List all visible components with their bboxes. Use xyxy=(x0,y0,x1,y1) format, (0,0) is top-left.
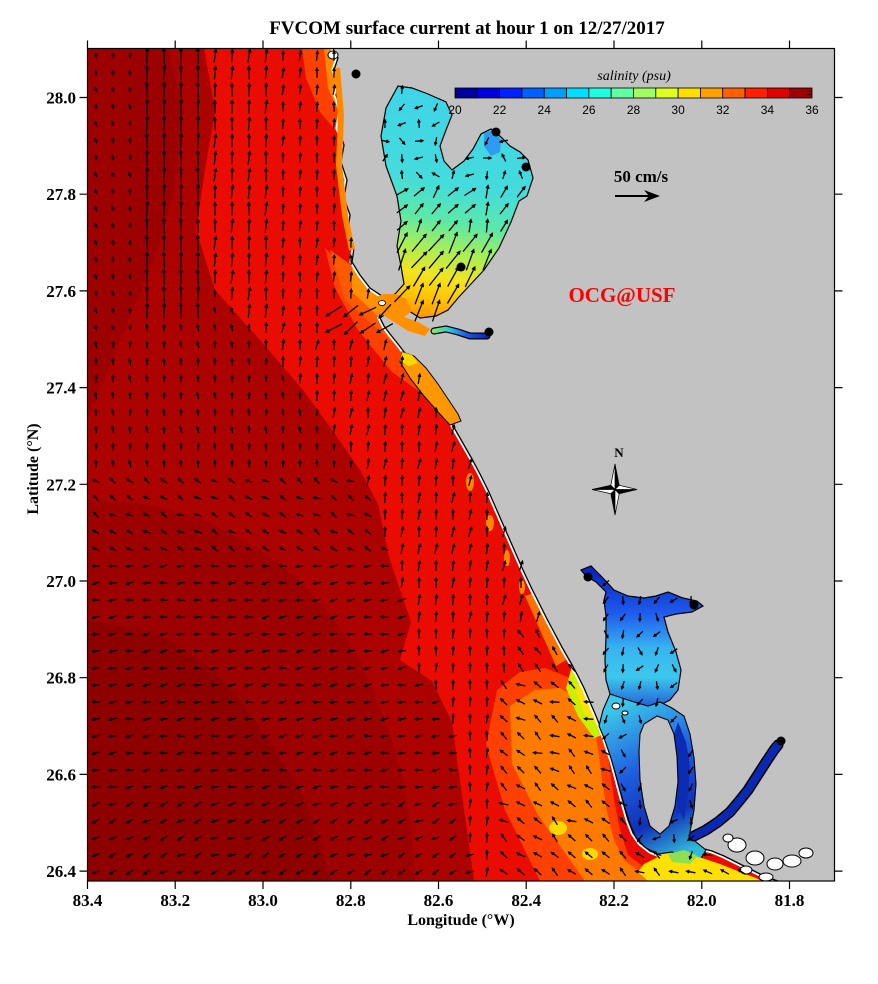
svg-text:Latitude (°N): Latitude (°N) xyxy=(25,423,42,514)
svg-text:27.8: 27.8 xyxy=(46,185,76,204)
svg-text:82.6: 82.6 xyxy=(424,891,454,910)
svg-text:27.6: 27.6 xyxy=(46,282,76,301)
svg-text:28.0: 28.0 xyxy=(46,89,76,108)
svg-text:82.0: 82.0 xyxy=(687,891,717,910)
svg-text:32: 32 xyxy=(716,103,730,117)
svg-text:FVCOM surface current at hour: FVCOM surface current at hour 1 on 12/27… xyxy=(269,18,665,39)
svg-text:24: 24 xyxy=(538,103,552,117)
svg-text:83.2: 83.2 xyxy=(160,891,190,910)
svg-text:Longitude (°W): Longitude (°W) xyxy=(407,912,514,929)
svg-text:22: 22 xyxy=(493,103,507,117)
svg-text:26.4: 26.4 xyxy=(46,862,76,881)
svg-text:83.0: 83.0 xyxy=(248,891,278,910)
svg-text:36: 36 xyxy=(805,103,819,117)
svg-text:82.4: 82.4 xyxy=(511,891,541,910)
svg-text:salinity (psu): salinity (psu) xyxy=(597,69,671,84)
svg-text:28: 28 xyxy=(627,103,641,117)
svg-text:N: N xyxy=(614,445,624,460)
svg-text:26.6: 26.6 xyxy=(46,765,76,784)
svg-text:27.0: 27.0 xyxy=(46,572,76,591)
svg-text:30: 30 xyxy=(671,103,685,117)
svg-text:82.8: 82.8 xyxy=(336,891,366,910)
svg-text:20: 20 xyxy=(448,103,462,117)
svg-text:27.2: 27.2 xyxy=(46,475,76,494)
svg-text:81.8: 81.8 xyxy=(775,891,805,910)
svg-text:82.2: 82.2 xyxy=(599,891,629,910)
svg-text:27.4: 27.4 xyxy=(46,379,76,398)
svg-text:OCG@USF: OCG@USF xyxy=(568,283,675,307)
svg-text:26.8: 26.8 xyxy=(46,669,76,688)
svg-text:50 cm/s: 50 cm/s xyxy=(614,167,669,186)
svg-text:26: 26 xyxy=(582,103,596,117)
svg-text:34: 34 xyxy=(761,103,775,117)
svg-text:83.4: 83.4 xyxy=(73,891,103,910)
